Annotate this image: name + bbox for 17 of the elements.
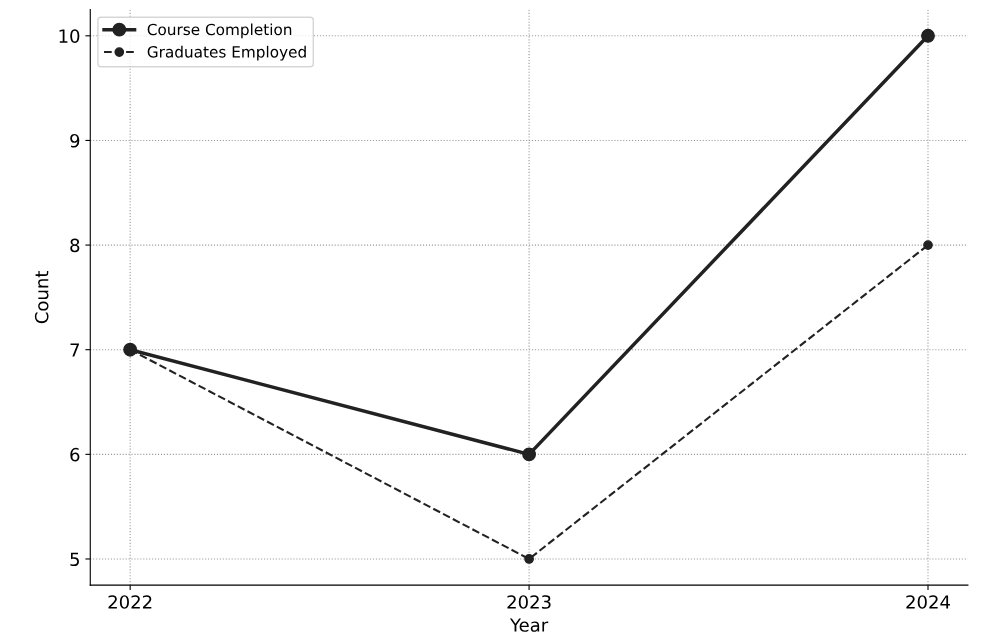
point <box>923 240 933 250</box>
y-axis-title: Count <box>34 271 49 324</box>
point <box>522 447 537 462</box>
y-tick-label: 7 <box>70 343 79 357</box>
legend-label: Graduates Employed <box>147 45 306 61</box>
x-tick-label: 2023 <box>507 595 551 609</box>
y-tick-label: 9 <box>70 133 80 148</box>
point <box>921 28 935 43</box>
point <box>524 554 534 564</box>
legend-label: Course Completion <box>147 23 292 39</box>
y-tick-label: 6 <box>70 447 80 462</box>
x-tick-label: 2022 <box>108 595 152 609</box>
x-tick-label: 2024 <box>906 595 950 609</box>
y-tick-label: 8 <box>70 238 80 253</box>
y-tick-label: 5 <box>70 552 79 567</box>
y-tick-label: 10 <box>59 29 80 43</box>
x-axis-title: Year <box>509 618 549 632</box>
